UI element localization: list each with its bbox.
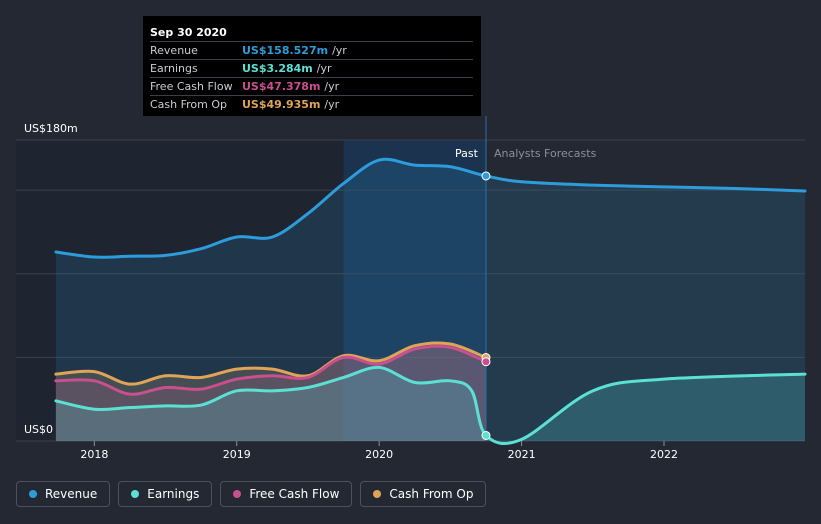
legend-item-free-cash-flow[interactable]: Free Cash Flow [220,481,353,507]
x-axis-label: 2018 [80,448,108,461]
earnings-dot-icon [131,490,140,498]
x-axis-label: 2020 [365,448,393,461]
tooltip-row-revenue: Revenue US$158.527m /yr [150,41,473,59]
tooltip-value: US$49.935m [242,98,321,111]
legend: Revenue Earnings Free Cash Flow Cash Fro… [16,481,487,507]
legend-label: Free Cash Flow [249,487,340,501]
forecast-label: Analysts Forecasts [494,147,597,160]
x-axis-label: 2019 [223,448,251,461]
free-cash-flow-area [55,346,486,441]
legend-label: Revenue [45,487,98,501]
y-axis-label: US$180m [24,122,78,135]
tooltip-row-free-cash-flow: Free Cash Flow US$47.378m /yr [150,77,473,95]
tooltip-value: US$158.527m [242,44,329,57]
earnings-area [55,367,805,444]
x-axis-label: 2021 [508,448,536,461]
tooltip-unit: /yr [324,98,340,111]
tooltip-date: Sep 30 2020 [150,26,227,39]
tooltip-row-earnings: Earnings US$3.284m /yr [150,59,473,77]
tooltip-label: Cash From Op [150,98,228,111]
revenue-line [54,157,807,259]
tooltip-unit: /yr [324,80,340,93]
tooltip-value: US$47.378m [242,80,321,93]
tooltip-unit: /yr [332,44,347,57]
revenue-area [55,159,805,442]
cash-from-op-line [54,341,488,386]
legend-label: Cash From Op [389,487,474,501]
tooltip: Sep 30 2020 Revenue US$158.527m /yr Earn… [143,16,481,116]
tooltip-label: Earnings [150,62,198,75]
free-cash-flow-point [481,357,491,367]
tooltip-label: Revenue [150,44,198,57]
tooltip-row-cash-from-op: Cash From Op US$49.935m /yr [150,95,473,113]
free-cash-flow-dot-icon [233,490,242,498]
cash-from-op-dot-icon [373,490,382,498]
revenue-point [481,171,491,181]
free-cash-flow-line [54,344,488,396]
earnings-line [54,365,807,446]
legend-item-cash-from-op[interactable]: Cash From Op [360,481,487,507]
tooltip-label: Free Cash Flow [150,80,233,93]
legend-item-revenue[interactable]: Revenue [16,481,111,507]
earnings-point [481,430,491,440]
tooltip-unit: /yr [316,62,332,75]
x-axis-label: 2022 [650,448,678,461]
y-axis-label: US$0 [24,423,53,436]
tooltip-value: US$3.284m [242,62,313,75]
past-label: Past [455,147,479,160]
legend-label: Earnings [147,487,200,501]
revenue-dot-icon [29,490,37,498]
legend-item-earnings[interactable]: Earnings [118,481,213,507]
